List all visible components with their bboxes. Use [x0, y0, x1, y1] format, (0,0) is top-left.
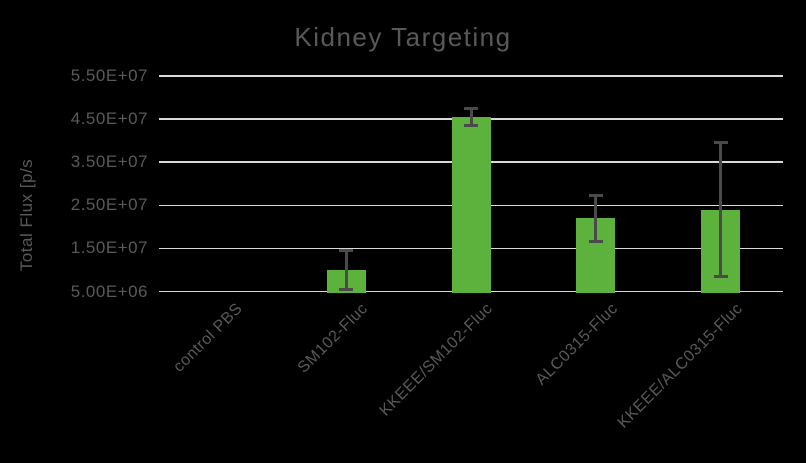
error-bar-cap-bottom [713, 274, 728, 278]
error-bar-cap-bottom [588, 239, 603, 243]
error-bar-cap-bottom [339, 287, 354, 291]
error-bar-line [344, 250, 348, 290]
error-bar-cap-top [339, 249, 354, 253]
x-category-label: SM102-Fluc [294, 299, 372, 377]
error-bar-cap-top [588, 193, 603, 197]
y-tick-label: 1.50E+07 [70, 238, 148, 258]
x-category-label: control PBS [170, 299, 247, 376]
error-bar-line [594, 195, 598, 242]
x-category-label: KKEEE/ALC0315-Fluc [614, 299, 746, 432]
error-bar-cap-bottom [464, 124, 478, 128]
bar [451, 116, 491, 293]
y-tick-label: 4.50E+07 [70, 109, 148, 129]
x-category-label: ALC0315-Fluc [532, 299, 621, 389]
error-bar-cap-top [713, 141, 728, 145]
y-tick-label: 2.50E+07 [70, 195, 148, 215]
chart-title: Kidney Targeting [294, 22, 512, 52]
y-tick-label: 3.50E+07 [70, 152, 148, 172]
x-category-label: KKEEE/SM102-Fluc [376, 299, 497, 420]
error-bar-line [719, 142, 723, 277]
y-tick-label: 5.50E+07 [70, 66, 148, 85]
y-tick-label: 5.00E+06 [70, 281, 148, 301]
error-bar-cap-top [464, 106, 478, 110]
gridline [159, 75, 783, 77]
error-bar-line [469, 108, 473, 126]
